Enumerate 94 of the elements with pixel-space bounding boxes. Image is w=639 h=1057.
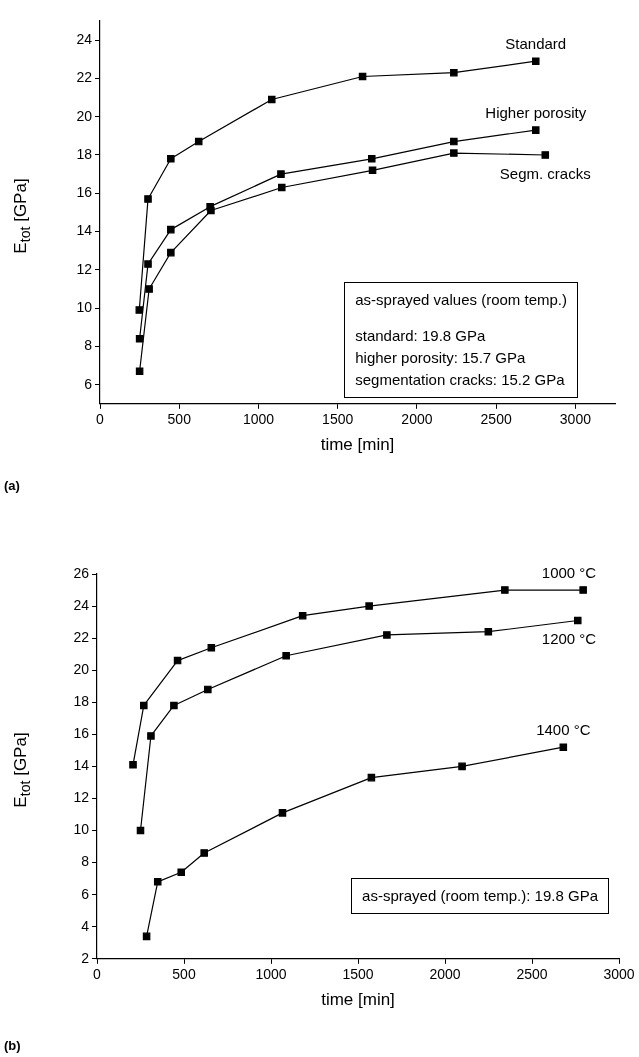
annotation: as-sprayed values (room temp.) [355, 289, 567, 310]
annotation: standard: 19.8 GPa [355, 325, 487, 346]
point [541, 151, 550, 159]
y-tick-label: 6 [81, 885, 90, 902]
y-tick-label: 26 [73, 564, 90, 581]
x-tick-label: 500 [167, 411, 192, 428]
y-tick-label: 14 [76, 222, 93, 239]
point [367, 155, 376, 163]
point [450, 68, 458, 77]
point [484, 627, 493, 636]
point [167, 225, 175, 234]
point [167, 155, 175, 163]
y-tick-label: 12 [76, 260, 93, 277]
point [153, 878, 162, 886]
point [144, 260, 152, 268]
x-tick-label: 3000 [559, 411, 592, 428]
point [368, 166, 377, 175]
point [135, 334, 144, 343]
y-tick-label: 10 [73, 821, 90, 838]
point [140, 701, 148, 710]
point [204, 685, 212, 694]
point [177, 868, 185, 876]
annotation: as-sprayed (room temp.): 19.8 GPa [362, 885, 598, 906]
point [531, 57, 540, 65]
point [277, 170, 285, 178]
point [450, 149, 458, 157]
x-tick-label: 1000 [242, 411, 275, 428]
x-tick-label: 2000 [401, 411, 433, 428]
point [573, 616, 582, 625]
point [170, 701, 178, 710]
point [135, 306, 144, 314]
point [135, 367, 144, 376]
series-label: 1000 °C [541, 564, 597, 582]
y-tick-label: 24 [73, 596, 90, 613]
text: (a) [4, 478, 20, 493]
series-label: Standard [505, 35, 567, 53]
point [144, 195, 152, 203]
x-tick-label: 2500 [516, 966, 548, 983]
y-tick-label: 6 [84, 375, 93, 392]
x-tick-label: 2000 [429, 966, 461, 983]
y-tick-label: 20 [76, 107, 93, 124]
y-tick-label: 16 [76, 184, 93, 201]
point [206, 202, 214, 211]
point [298, 611, 307, 620]
y-tick-label: 18 [73, 693, 90, 710]
point [129, 761, 137, 769]
point [501, 586, 509, 594]
point [531, 126, 540, 134]
text: (b) [4, 1038, 21, 1053]
x-axis-title: time [min] [321, 990, 395, 1010]
y-tick-label: 24 [76, 31, 93, 47]
series-label: Higher porosity [485, 104, 587, 122]
y-tick-label: 4 [81, 917, 90, 934]
point [194, 137, 203, 146]
x-tick-label: 0 [93, 966, 102, 983]
point [365, 602, 373, 610]
x-tick-label: 0 [96, 411, 105, 428]
series-label: Segm. cracks [499, 164, 591, 182]
series-label: 1200 °C [541, 630, 597, 648]
y-tick-label: 14 [73, 757, 90, 774]
y-tick-label: 22 [76, 69, 93, 86]
point [145, 285, 153, 293]
y-tick-label: 18 [76, 145, 93, 162]
x-tick-label: 2500 [480, 411, 512, 428]
y-tick-label: 10 [76, 298, 93, 315]
y-tick-label: 22 [73, 628, 90, 645]
x-tick-label: 1500 [322, 411, 354, 428]
point [450, 137, 458, 146]
point [207, 643, 216, 652]
y-tick-label: 8 [81, 853, 90, 870]
y-tick-label: 2 [81, 949, 90, 966]
point [147, 732, 155, 740]
annotation: segmentation cracks: 15.2 GPa [355, 369, 566, 390]
point [282, 651, 290, 660]
point [167, 248, 175, 257]
x-tick-label: 3000 [603, 966, 635, 983]
y-tick-label: 20 [73, 661, 90, 678]
y-tick-label: 16 [73, 725, 90, 742]
x-tick-label: 500 [172, 966, 196, 983]
point [383, 631, 391, 639]
point [559, 743, 568, 751]
point [458, 762, 466, 771]
annotation: higher porosity: 15.7 GPa [355, 347, 527, 368]
point [579, 586, 587, 594]
x-tick-label: 1500 [342, 966, 374, 983]
x-axis-title: time [min] [320, 435, 395, 455]
point [200, 849, 208, 857]
point [278, 809, 287, 817]
series-label: 1400 °C [536, 721, 591, 739]
point [267, 95, 276, 104]
y-tick-label: 8 [84, 337, 93, 354]
x-tick-label: 1000 [255, 966, 287, 983]
y-tick-label: 12 [73, 789, 90, 806]
point [277, 183, 286, 192]
